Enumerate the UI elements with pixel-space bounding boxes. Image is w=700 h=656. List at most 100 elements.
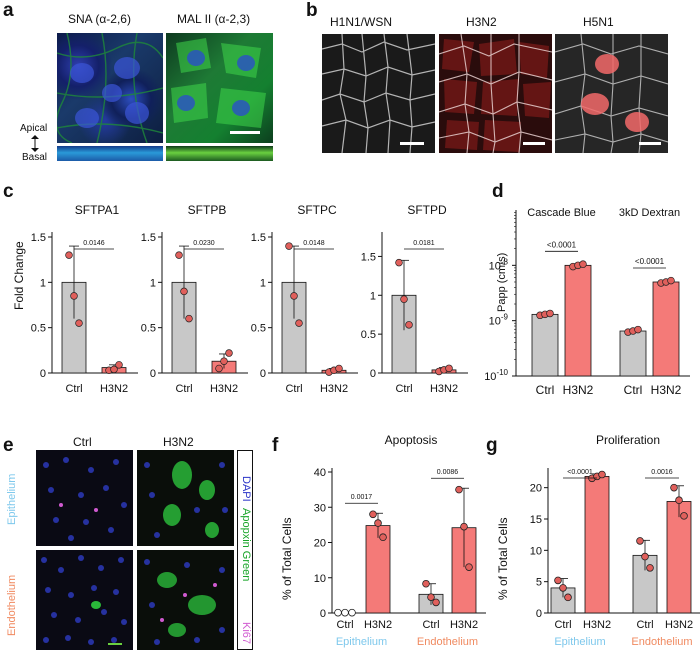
- p-value-c3: 0.0148: [303, 240, 325, 247]
- data-point-g: [554, 576, 562, 585]
- strain-label-h5n1: H5N1: [583, 15, 614, 29]
- y-tick-label-c4: 1.5: [361, 251, 376, 263]
- x-tick-label-f: Ctrl: [422, 619, 439, 631]
- data-point-c2: [225, 349, 233, 357]
- apical-label: Apical: [20, 123, 48, 134]
- p-value-d-0: <0.0001: [547, 240, 577, 249]
- bar-d-1-ctrl: [619, 330, 647, 377]
- x-tick-label-d: Ctrl: [624, 383, 643, 397]
- microscopy-h5n1: [555, 34, 668, 153]
- data-point-d: [667, 276, 675, 285]
- y-tick-label-c1: 0.5: [31, 323, 46, 335]
- y-tick-label-f: 0: [320, 608, 326, 620]
- col-label-h3n2: H3N2: [163, 435, 194, 449]
- x-tick-label-c2: Ctrl: [175, 383, 192, 395]
- p-value-c2: 0.0230: [193, 240, 215, 247]
- data-point-g: [646, 564, 654, 572]
- strain-label-h3n2: H3N2: [466, 15, 497, 29]
- data-point-f: [460, 522, 468, 531]
- y-tick-label-c2: 1: [150, 277, 156, 289]
- data-point-f: [427, 593, 435, 601]
- data-point-c3: [285, 242, 293, 250]
- data-point-g: [670, 483, 678, 492]
- y-tick-label-c1: 1.5: [31, 232, 46, 244]
- data-point-d: [546, 309, 554, 318]
- data-point-f: [341, 608, 349, 617]
- panel-label-e: e: [3, 435, 14, 456]
- data-point-f: [334, 608, 342, 617]
- p-value-f-0: 0.0017: [351, 494, 373, 501]
- data-point-f: [465, 563, 473, 571]
- y-tick-label-g: 10: [530, 545, 542, 557]
- x-tick-label-c2: H3N2: [210, 383, 238, 395]
- data-point-g: [564, 593, 572, 602]
- panel-label-f: f: [272, 435, 279, 456]
- data-point-c1: [75, 319, 83, 327]
- x-tick-label-c3: Ctrl: [285, 383, 302, 395]
- data-point-f: [379, 533, 387, 542]
- microscopy-endo-ctrl: [36, 550, 133, 650]
- x-tick-label-g: Ctrl: [554, 619, 571, 631]
- data-point-c3: [295, 319, 303, 327]
- microscopy-epi-h3n2: [137, 450, 234, 546]
- data-point-c4: [400, 295, 408, 303]
- data-point-c4: [395, 258, 403, 267]
- chart-title-sftpc: SFTPC: [297, 203, 337, 217]
- data-point-c3: [290, 292, 298, 300]
- x-tick-label-c3: H3N2: [320, 383, 348, 395]
- data-point-c3: [335, 364, 343, 373]
- data-point-d: [634, 325, 642, 334]
- x-tick-label-c1: H3N2: [100, 383, 128, 395]
- microscopy-sna: [57, 33, 163, 143]
- bar-g-0-h3n2: [584, 475, 610, 614]
- data-point-c1: [110, 365, 118, 374]
- bar-d-0-ctrl: [531, 313, 559, 377]
- y-tick-label-c3: 1.5: [251, 232, 266, 244]
- xz-section-mal: [166, 146, 273, 161]
- data-point-c4: [445, 364, 453, 373]
- p-value-c4: 0.0181: [413, 240, 435, 247]
- group-title-d-1: 3kD Dextran: [619, 207, 680, 219]
- x-tick-label-d: H3N2: [563, 383, 594, 397]
- col-label-ctrl: Ctrl: [73, 435, 92, 449]
- data-point-f: [348, 608, 356, 617]
- group-label-f-0: Epithelium: [336, 636, 387, 648]
- group-title-d-0: Cascade Blue: [527, 207, 596, 219]
- panel-label-g: g: [486, 435, 498, 456]
- microscopy-h3n2: [439, 34, 552, 153]
- apical-basal-arrow-icon: [31, 135, 39, 152]
- p-value-g-0: <0.0001: [567, 469, 593, 476]
- data-point-f: [422, 579, 430, 588]
- y-tick-label-c4: 1: [370, 290, 376, 302]
- y-tick-label-c2: 0: [150, 368, 156, 380]
- y-tick-label-c2: 0.5: [141, 323, 156, 335]
- y-tick-label-c4: 0: [370, 368, 376, 380]
- y-tick-label-g: 5: [536, 577, 542, 589]
- strain-label-h1n1: H1N1/WSN: [330, 15, 393, 29]
- data-point-f: [432, 598, 440, 607]
- group-label-g-0: Epithelium: [554, 636, 605, 648]
- stain-label-sna: SNA (α-2,6): [68, 12, 131, 26]
- x-tick-label-c4: Ctrl: [395, 383, 412, 395]
- p-value-f-1: 0.0086: [437, 469, 459, 476]
- data-point-g: [641, 552, 649, 561]
- y-tick-label-g: 20: [530, 483, 542, 495]
- y-tick-label-g: 0: [536, 608, 542, 620]
- xz-section-sna: [57, 146, 163, 161]
- x-tick-label-f: Ctrl: [336, 619, 353, 631]
- panel-label-b: b: [306, 0, 318, 21]
- data-point-g: [598, 470, 606, 479]
- p-value-g-1: 0.0016: [651, 469, 673, 476]
- y-tick-label-d: 10-9: [489, 313, 509, 328]
- data-point-f: [374, 519, 382, 527]
- x-tick-label-g: H3N2: [583, 619, 611, 631]
- x-tick-label-c4: H3N2: [430, 383, 458, 395]
- y-tick-label-f: 20: [314, 538, 326, 550]
- chart-title-sftpb: SFTPB: [188, 203, 227, 217]
- chart-title-g: Proliferation: [596, 433, 660, 447]
- data-point-c2: [220, 357, 228, 365]
- y-tick-label-c3: 1: [260, 277, 266, 289]
- data-point-c1: [70, 292, 78, 300]
- x-tick-label-c1: Ctrl: [65, 383, 82, 395]
